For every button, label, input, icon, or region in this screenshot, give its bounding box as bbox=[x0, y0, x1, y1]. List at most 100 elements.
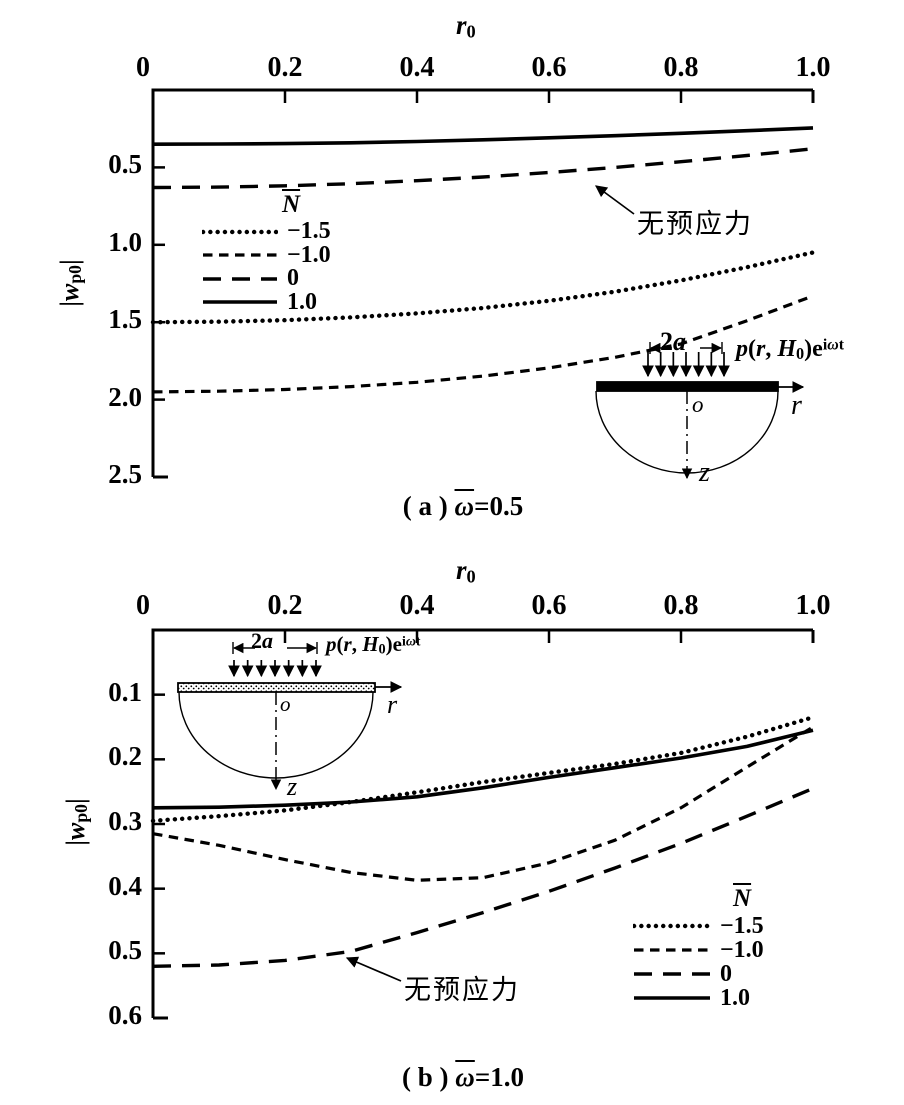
annotation-no-prestress-b: 无预应力 bbox=[404, 975, 520, 1005]
inset-origin-label-b: o bbox=[280, 692, 291, 716]
caption-value-b: =1.0 bbox=[474, 1062, 524, 1092]
legend-item-N-0: 0 bbox=[202, 265, 331, 292]
omega-bar-symbol-b: ω bbox=[455, 1062, 475, 1092]
y-label-symbol: w bbox=[55, 283, 85, 302]
y-tick-label: 0.4 bbox=[108, 870, 142, 901]
legend-title-row: N bbox=[633, 884, 764, 914]
legend-items-b: −1.5 −1.0 0 1.0 bbox=[633, 912, 764, 1011]
x-tick-label: 0.8 bbox=[663, 590, 699, 621]
inset-schematic-b bbox=[177, 642, 403, 791]
formula-exponent: iωt bbox=[402, 633, 421, 648]
x-tick-label: 0 bbox=[136, 590, 150, 621]
formula-comma: , bbox=[765, 336, 778, 362]
legend-items-a: −1.5 −1.0 0 1.0 bbox=[202, 218, 331, 315]
annotation-no-prestress-a: 无预应力 bbox=[637, 209, 753, 239]
exp-i: i bbox=[402, 633, 406, 649]
inset-r-axis-label-a: r bbox=[791, 390, 802, 421]
exp-i: i bbox=[822, 336, 828, 354]
inset-load-formula-b: p(r, H0)eiωt bbox=[326, 634, 421, 657]
annotation-arrow bbox=[345, 956, 402, 982]
y-tick-label: 1.0 bbox=[108, 226, 142, 257]
x-tick-label: 1.0 bbox=[795, 590, 831, 621]
dim-var: a bbox=[262, 628, 273, 653]
legend-swatch-dotted bbox=[202, 229, 278, 234]
omega-bar-symbol-a: ω bbox=[454, 491, 475, 521]
x-axis-title-subscript: 0 bbox=[466, 566, 476, 587]
caption-b: ( b ) ω=1.0 bbox=[0, 1064, 904, 1091]
inset-z-axis-label-b: z bbox=[287, 772, 298, 801]
y-label-close-bar: | bbox=[61, 798, 91, 804]
legend-title-a: N bbox=[282, 191, 301, 218]
exp-t: t bbox=[415, 633, 421, 649]
caption-tag-b: ( b ) bbox=[402, 1062, 449, 1092]
annotation-arrow bbox=[595, 185, 635, 215]
y-tick-label: 0.2 bbox=[108, 741, 142, 772]
y-tick-label: 0.3 bbox=[108, 806, 142, 836]
caption-value-a: =0.5 bbox=[474, 491, 524, 521]
legend-item-label: 1.0 bbox=[287, 288, 317, 315]
series-line-N=−1.0 bbox=[152, 725, 814, 882]
formula-r: r bbox=[343, 632, 352, 656]
formula-paren-open: ( bbox=[336, 632, 344, 656]
legend-title-b: N bbox=[733, 885, 752, 912]
legend-swatch-dotted bbox=[633, 923, 711, 929]
legend-item-N-−1.0: −1.0 bbox=[202, 241, 331, 268]
dim-var: a bbox=[673, 327, 686, 356]
legend-item-N-1.0: 1.0 bbox=[633, 984, 764, 1011]
exp-t: t bbox=[838, 336, 844, 354]
formula-r: r bbox=[756, 336, 766, 362]
plate-bar bbox=[177, 682, 376, 693]
y-label-open-bar: | bbox=[61, 840, 91, 846]
legend-swatch-solid bbox=[203, 300, 277, 305]
formula-exponent: iωt bbox=[823, 337, 844, 354]
y-tick-label: 0.5 bbox=[108, 935, 142, 966]
formula-p: p bbox=[736, 336, 748, 362]
x-tick-label: 0.8 bbox=[663, 52, 699, 83]
formula-e: e bbox=[812, 336, 823, 362]
axis-frame bbox=[151, 88, 815, 479]
legend-b: N −1.5 −1.0 0 1.0 bbox=[633, 884, 764, 1011]
legend-a: N −1.5 −1.0 0 1.0 bbox=[202, 190, 331, 315]
y-label-subscript: p0 bbox=[65, 264, 86, 284]
formula-paren-close: ) bbox=[804, 336, 813, 362]
inset-z-axis-label-a: z bbox=[699, 457, 710, 488]
y-tick-label: 1.5 bbox=[108, 304, 142, 335]
plate-bar bbox=[596, 381, 779, 392]
legend-item-label: −1.0 bbox=[287, 241, 331, 268]
dim-coef: 2 bbox=[660, 327, 673, 356]
formula-H-sub: 0 bbox=[796, 343, 805, 363]
legend-title-row: N bbox=[202, 190, 331, 220]
inset-origin-label-a: o bbox=[692, 392, 704, 417]
legend-swatch-longdash bbox=[203, 277, 277, 281]
legend-item-N-1.0: 1.0 bbox=[202, 288, 331, 315]
series-line-N=−1.5 bbox=[150, 250, 816, 325]
legend-item-label: 0 bbox=[287, 265, 299, 292]
legend-swatch-solid bbox=[634, 996, 710, 1000]
y-axis-label-a: |wp0| bbox=[55, 259, 86, 306]
inset-r-axis-label-b: r bbox=[387, 690, 398, 719]
formula-H-sub: 0 bbox=[378, 641, 386, 658]
formula-comma: , bbox=[351, 632, 363, 656]
x-tick-label: 0.6 bbox=[531, 590, 567, 621]
formula-paren-close: ) bbox=[385, 632, 393, 656]
dim-coef: 2 bbox=[251, 628, 262, 653]
legend-item-N-0: 0 bbox=[633, 961, 764, 987]
formula-e: e bbox=[392, 632, 402, 656]
series-line-N=0 bbox=[152, 786, 814, 968]
exp-omega: ω bbox=[405, 633, 416, 649]
legend-swatch-shortdash bbox=[634, 948, 710, 952]
y-tick-label: 0.1 bbox=[108, 676, 142, 707]
series-line-N=−1.5 bbox=[150, 715, 816, 823]
legend-item-label: 1.0 bbox=[720, 984, 750, 1011]
legend-swatch-shortdash bbox=[203, 253, 277, 257]
legend-item-label: −1.0 bbox=[720, 936, 764, 963]
legend-item-label: −1.5 bbox=[720, 912, 764, 939]
x-tick-label: 1.0 bbox=[795, 52, 831, 83]
series-line-N=1.0 bbox=[152, 728, 814, 810]
x-axis-title-symbol: r bbox=[456, 555, 467, 585]
series-line-N=1.0 bbox=[152, 126, 814, 146]
legend-item-N-−1.5: −1.5 bbox=[633, 912, 764, 939]
x-tick-label: 0.2 bbox=[267, 590, 303, 621]
